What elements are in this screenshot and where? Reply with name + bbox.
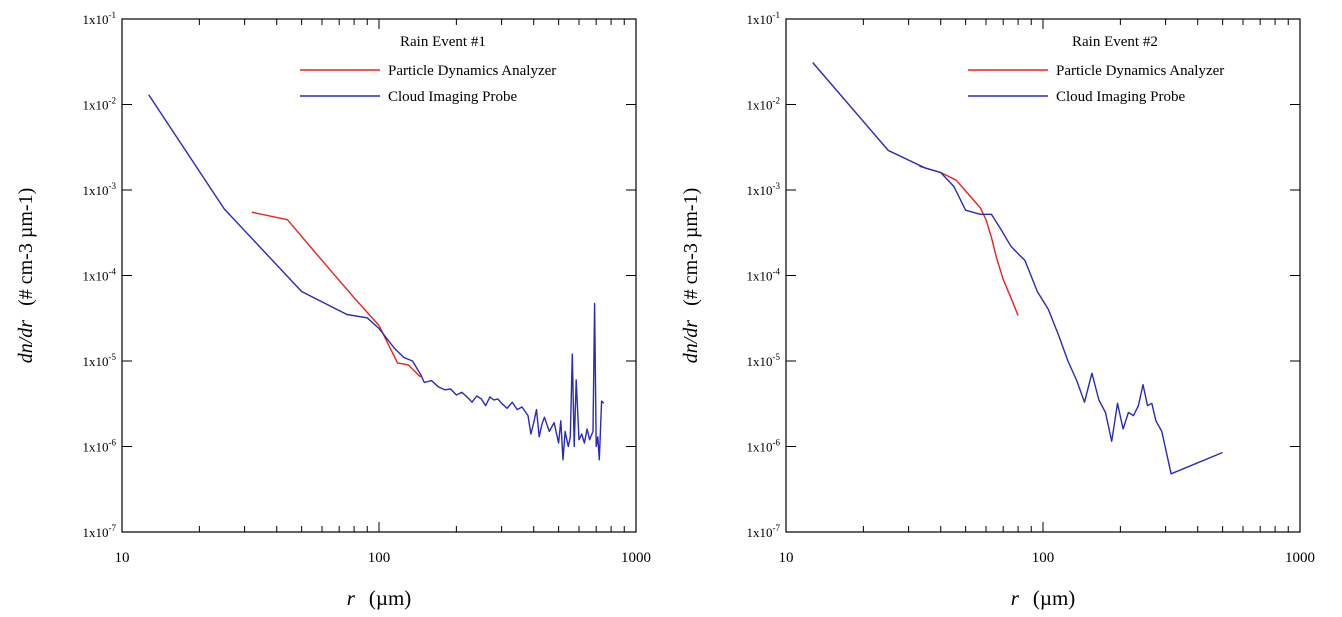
y-tick-base: 1x10 [83,440,109,455]
y-tick-base: 1x10 [747,98,773,113]
y-tick-label: 1x10-1 [747,10,781,27]
y-tick-exp: -4 [109,267,117,277]
y-tick-exp: -7 [109,523,117,533]
y-axis-ticks [122,18,636,533]
legend-label: Cloud Imaging Probe [388,89,517,105]
x-tick-label: 100 [1032,550,1055,566]
y-tick-exp: -6 [109,438,117,448]
y-tick-base: 1x10 [747,183,773,198]
y-tick-exp: -1 [773,10,781,20]
y-tick-label: 1x10-7 [747,523,781,540]
y-tick-label: 1x10-2 [747,96,781,113]
y-tick-exp: -3 [773,181,781,191]
y-tick-label: 1x10-3 [747,181,781,198]
series-line-cloud-imaging-probe [812,62,1223,475]
y-tick-exp: -6 [773,438,781,448]
x-axis-variable: r [347,586,356,610]
x-axis-label: r (µm) [1011,586,1076,610]
x-tick-label: 1000 [621,550,651,566]
y-tick-base: 1x10 [747,269,773,284]
x-axis-label: r (µm) [347,586,412,610]
x-tick-label: 10 [115,550,130,566]
y-axis-variable: dn/dr [15,320,37,364]
y-tick-base: 1x10 [747,354,773,369]
chart-panel-2: 10 100 10001x10-71x10-61x10-51x10-41x10-31… [680,10,1315,610]
y-tick-exp: -4 [773,267,781,277]
y-tick-exp: -5 [773,352,781,362]
y-tick-exp: -2 [773,96,781,106]
legend-label: Particle Dynamics Analyzer [1056,63,1224,79]
legend: Rain Event #1 Particle Dynamics Analyzer C… [300,34,556,105]
y-tick-base: 1x10 [747,12,773,27]
y-tick-label: 1x10-7 [83,523,117,540]
x-tick-label: 100 [368,550,391,566]
x-tick-label: 10 [779,550,794,566]
y-tick-label: 1x10-5 [747,352,781,369]
y-axis-ticks [786,18,1300,533]
y-tick-base: 1x10 [83,525,109,540]
series-line-cloud-imaging-probe [148,94,605,461]
y-tick-exp: -2 [109,96,117,106]
chart-panel-1: 10 100 10001x10-71x10-61x10-51x10-41x10-31… [15,10,651,610]
series-line-particle-dynamics-analyzer [251,211,421,378]
y-tick-label: 1x10-2 [83,96,117,113]
y-tick-base: 1x10 [747,440,773,455]
x-axis-unit: (µm) [1033,586,1075,610]
y-tick-label: 1x10-5 [83,352,117,369]
y-tick-label: 1x10-4 [747,267,781,284]
legend-title: Rain Event #2 [1072,34,1158,50]
y-tick-label: 1x10-1 [83,10,117,27]
x-axis-variable: r [1011,586,1020,610]
y-tick-base: 1x10 [83,183,109,198]
y-tick-base: 1x10 [83,12,109,27]
y-axis-unit: (# cm-3 µm-1) [15,188,37,306]
y-tick-exp: -1 [109,10,117,20]
y-tick-exp: -3 [109,181,117,191]
legend-label: Cloud Imaging Probe [1056,89,1185,105]
y-tick-label: 1x10-6 [747,438,781,455]
legend-title: Rain Event #1 [400,34,486,50]
y-tick-label: 1x10-6 [83,438,117,455]
y-tick-base: 1x10 [83,98,109,113]
y-tick-label: 1x10-4 [83,267,117,284]
x-axis-unit: (µm) [369,586,411,610]
y-tick-base: 1x10 [83,269,109,284]
y-tick-base: 1x10 [747,525,773,540]
x-axis-ticks [121,19,625,532]
y-tick-base: 1x10 [83,354,109,369]
y-axis-variable: dn/dr [680,320,702,364]
x-axis-ticks [785,19,1289,532]
y-tick-exp: -5 [109,352,117,362]
y-tick-label: 1x10-3 [83,181,117,198]
y-axis-label: dn/dr (# cm-3 µm-1) [680,188,702,364]
x-tick-label: 1000 [1285,550,1315,566]
y-axis-unit: (# cm-3 µm-1) [680,188,702,306]
y-tick-exp: -7 [773,523,781,533]
legend-label: Particle Dynamics Analyzer [388,63,556,79]
legend: Rain Event #2 Particle Dynamics Analyzer C… [968,34,1224,105]
y-axis-label: dn/dr (# cm-3 µm-1) [15,188,37,364]
series-line-particle-dynamics-analyzer [919,165,1019,316]
